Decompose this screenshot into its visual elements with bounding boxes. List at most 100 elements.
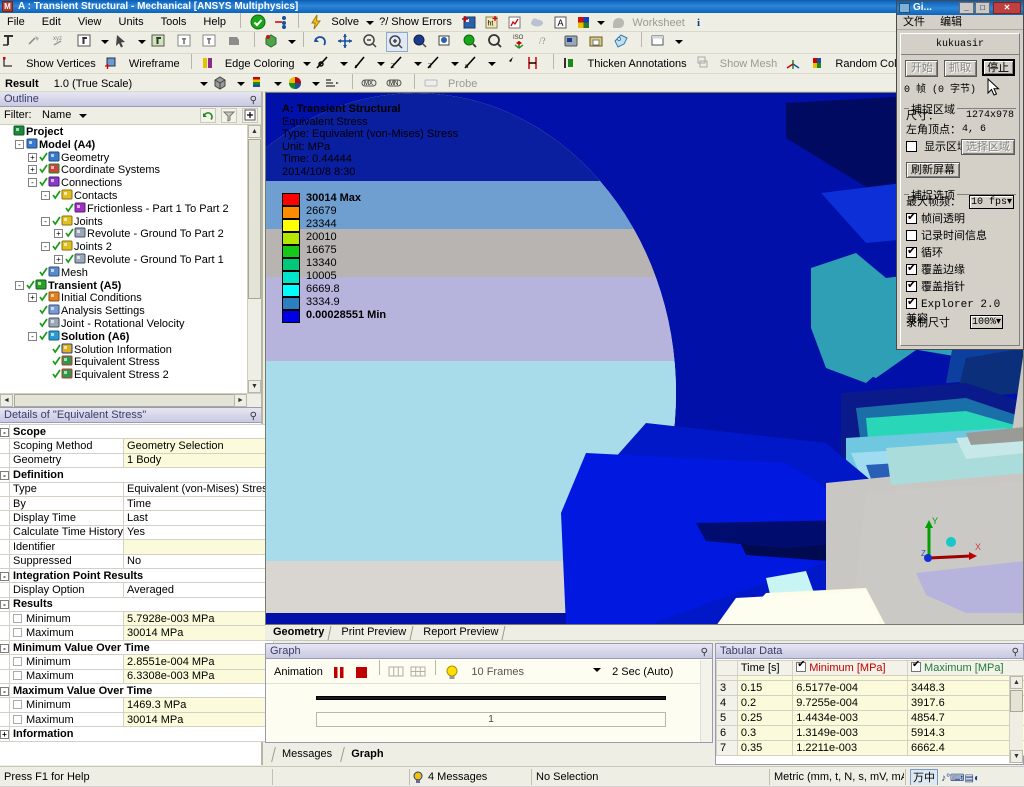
vector-display-icon[interactable] <box>323 74 345 92</box>
recorder-start-button[interactable]: 开始 <box>905 60 938 77</box>
connect-points-icon[interactable] <box>271 13 291 31</box>
annotation-A-icon[interactable]: A <box>550 13 570 31</box>
capture-option-row[interactable]: 帧间透明 <box>904 212 1016 229</box>
lightbulb-icon[interactable] <box>443 660 462 682</box>
tabular-cell-min[interactable]: 1.3149e-003 <box>793 726 908 741</box>
capture-option-row[interactable]: Explorer 2.0 兼容 <box>904 297 1016 314</box>
tabular-column-header-2[interactable]: Minimum [MPa] <box>793 661 908 676</box>
tree-node-joint-rotational-velocity[interactable]: Joint - Rotational Velocity <box>0 317 247 330</box>
tabular-cell-min[interactable]: 1.2211e-003 <box>793 741 908 756</box>
new-table-icon[interactable]: ht <box>481 13 501 31</box>
tree-node-equivalent-stress[interactable]: Equivalent Stress <box>0 355 247 368</box>
geometry-cube-icon[interactable] <box>211 74 233 92</box>
pause-icon[interactable] <box>331 660 350 682</box>
recorder-grab-button[interactable]: 抓取 <box>944 60 977 77</box>
details-row-value[interactable]: Equivalent (von-Mises) Stress <box>124 482 274 496</box>
menu-edit[interactable]: Edit <box>35 13 68 32</box>
tree-node-solution-information[interactable]: Solution Information <box>0 343 247 356</box>
tabular-cell-time[interactable]: 0.2 <box>737 696 792 711</box>
show-area-checkbox[interactable] <box>906 141 917 152</box>
color-wheel-icon[interactable] <box>286 74 308 92</box>
outline-scroll-right-icon[interactable]: ► <box>234 394 247 407</box>
result-scale-caret[interactable] <box>199 74 208 92</box>
outline-scroll-up-icon[interactable]: ▲ <box>248 125 261 138</box>
box-select-caret[interactable] <box>100 32 109 51</box>
tabular-vscrollbar[interactable]: ▲ ▼ <box>1009 676 1023 763</box>
graph-vscrollbar[interactable] <box>700 660 712 742</box>
result-scale-value[interactable]: 1.0 (True Scale) <box>46 74 136 92</box>
details-row-checkbox[interactable] <box>13 628 22 637</box>
animation-frame-bar[interactable]: 1 <box>316 712 666 727</box>
zoom-out-icon[interactable] <box>361 32 383 52</box>
menu-view[interactable]: View <box>71 13 109 32</box>
capture-option-row[interactable]: 循环 <box>904 246 1016 263</box>
tabular-pin-icon[interactable]: ⚲ <box>1012 645 1019 660</box>
ime-indicator[interactable]: 万中 <box>910 769 938 785</box>
details-row-value[interactable]: No <box>124 554 274 568</box>
menu-help[interactable]: Help <box>196 13 233 32</box>
cursor-select-caret[interactable] <box>137 32 146 51</box>
tree-expander-collapse[interactable]: - <box>15 140 24 149</box>
view-box-icon[interactable] <box>562 32 584 52</box>
outline-scroll-down-icon[interactable]: ▼ <box>248 380 261 393</box>
outline-scroll-left-icon[interactable]: ◄ <box>0 394 13 407</box>
box-select-2-icon[interactable] <box>175 32 197 52</box>
menu-tools[interactable]: Tools <box>154 13 194 32</box>
edge-coloring-button[interactable]: Edge Coloring <box>224 54 299 74</box>
tabular-cell-max[interactable]: 6662.4 <box>908 741 1024 756</box>
ime-tray-icons[interactable]: ♪°⌨▤◐ <box>941 773 980 784</box>
color-legend-icon[interactable] <box>573 13 593 31</box>
tree-expander-expand[interactable]: + <box>54 255 63 264</box>
show-vertices-button[interactable]: Show Vertices <box>25 54 100 74</box>
tabular-cell-time[interactable]: 0.3 <box>737 726 792 741</box>
capture-option-row[interactable]: 覆盖指针 <box>904 280 1016 297</box>
outline-hscroll-thumb[interactable] <box>14 394 242 407</box>
details-row-value[interactable]: 30014 MPa <box>124 626 274 640</box>
outline-scroll-thumb[interactable] <box>248 139 261 299</box>
edge-style-5-caret[interactable] <box>487 54 496 73</box>
status-ime[interactable]: 万中 ♪°⌨▤◐ <box>905 769 1024 785</box>
edge-style-2-caret[interactable] <box>376 54 385 73</box>
show-errors-button[interactable]: ?/ Show Errors <box>377 13 455 32</box>
info-i-icon[interactable]: i <box>692 13 712 31</box>
details-row-value[interactable] <box>124 540 274 554</box>
duration-value[interactable]: 2 Sec (Auto) <box>606 660 678 684</box>
contour-bands-caret[interactable] <box>273 74 282 92</box>
capture-option-checkbox[interactable] <box>906 247 917 258</box>
legend-dropdown-caret[interactable] <box>596 13 605 32</box>
capture-option-row[interactable]: 记录时间信息 <box>904 229 1016 246</box>
tabular-column-header-3[interactable]: Maximum [MPa] <box>908 661 1024 676</box>
magnifier-icon[interactable] <box>486 32 508 52</box>
record-size-select[interactable]: 100%▾ <box>970 315 1003 329</box>
min-marker-icon[interactable]: MN <box>385 74 407 92</box>
details-row-value[interactable]: Averaged <box>124 583 274 597</box>
rotate-icon[interactable] <box>311 32 333 52</box>
details-row-checkbox[interactable] <box>13 657 22 666</box>
tree-node-contacts[interactable]: -Contacts <box>0 189 247 202</box>
tabular-cell-min[interactable]: 9.7255e-004 <box>793 696 908 711</box>
details-row-value[interactable]: 30014 MPa <box>124 712 274 726</box>
tabular-scroll-up-icon[interactable]: ▲ <box>1010 676 1023 689</box>
details-row-checkbox[interactable] <box>13 671 22 680</box>
box-zoom-icon[interactable] <box>436 32 458 52</box>
chart-report-icon[interactable] <box>504 13 524 31</box>
contour-bands-icon[interactable] <box>248 74 270 92</box>
tree-node-joints[interactable]: -Joints <box>0 215 247 228</box>
details-pin-icon[interactable]: ⚲ <box>250 409 257 424</box>
tree-node-equivalent-stress-2[interactable]: Equivalent Stress 2 <box>0 368 247 381</box>
box-select-3-icon[interactable] <box>200 32 222 52</box>
edge-style-2-icon[interactable] <box>351 54 373 74</box>
solve-dropdown-caret[interactable] <box>365 13 374 32</box>
details-row-value[interactable]: 1469.3 MPa <box>124 698 274 712</box>
vertex-pick-icon[interactable] <box>25 32 47 52</box>
tree-expander-collapse[interactable]: - <box>41 191 50 200</box>
details-group-expander[interactable]: - <box>0 468 10 482</box>
details-group-expander[interactable]: - <box>0 425 10 439</box>
details-group-expander[interactable]: + <box>0 727 10 741</box>
tabular-column-header-1[interactable]: Time [s] <box>737 661 792 676</box>
edge-style-4-caret[interactable] <box>450 54 459 73</box>
menu-units[interactable]: Units <box>112 13 151 32</box>
fps-select[interactable]: 10 fps▾ <box>969 195 1014 209</box>
